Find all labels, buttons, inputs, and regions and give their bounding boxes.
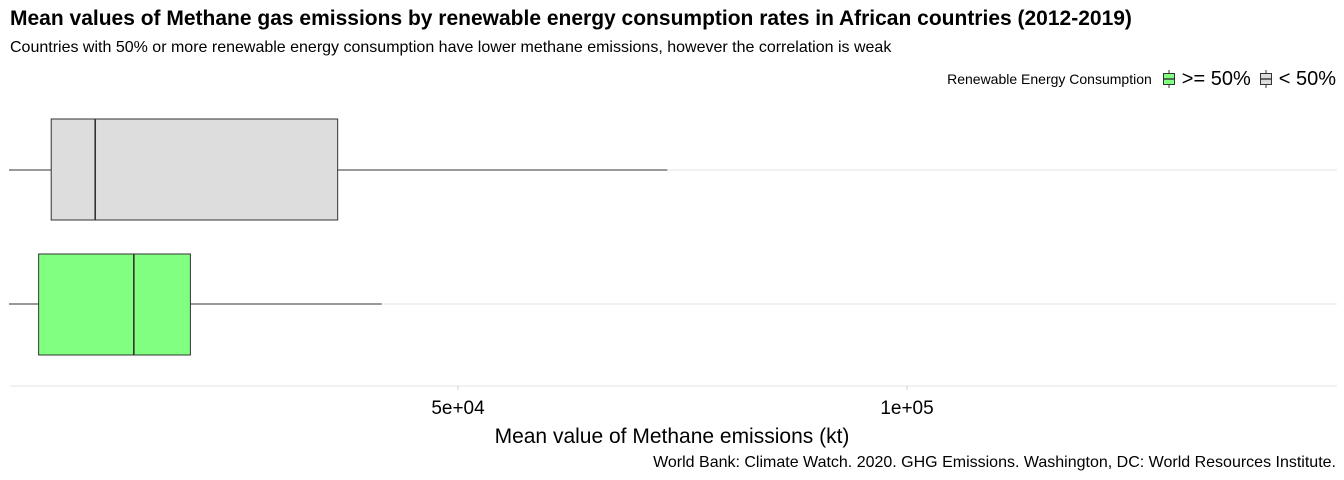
box-high xyxy=(38,253,191,356)
x-tick-label-0: 5e+04 xyxy=(431,398,485,419)
legend-key-low-icon xyxy=(1259,70,1272,88)
legend-title: Renewable Energy Consumption xyxy=(947,71,1152,87)
legend-label-high: >= 50% xyxy=(1181,67,1251,90)
chart-title: Mean values of Methane gas emissions by … xyxy=(10,7,1132,30)
legend-item-high: >= 50% xyxy=(1162,68,1251,91)
x-axis-ticks: 5e+04 1e+05 xyxy=(431,386,934,419)
legend-label-low: < 50% xyxy=(1278,67,1336,90)
chart-subtitle: Countries with 50% or more renewable ene… xyxy=(10,39,892,56)
chart-caption: World Bank: Climate Watch. 2020. GHG Emi… xyxy=(653,454,1336,471)
x-axis-title: Mean value of Methane emissions (kt) xyxy=(495,425,850,448)
legend-key-high-icon xyxy=(1162,70,1175,88)
x-tick-label-1: 1e+05 xyxy=(880,398,933,419)
box-low xyxy=(50,118,339,221)
legend-item-low: < 50% xyxy=(1259,68,1336,91)
legend: Renewable Energy Consumption >= 50% < 50… xyxy=(947,66,1336,92)
boxplot-boxes xyxy=(9,118,668,356)
